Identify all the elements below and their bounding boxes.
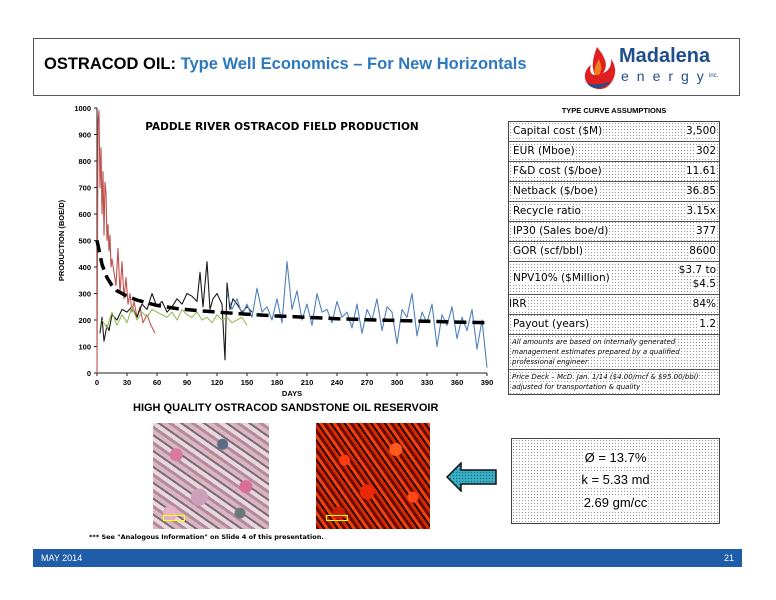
assumption-label: Recycle ratio xyxy=(513,205,581,217)
assumption-row: Netback ($/boe) 36.85 xyxy=(509,182,719,202)
y-tick-label: 600 xyxy=(78,210,91,219)
assumption-value: 3.15x xyxy=(686,205,716,217)
assumption-value: 84% xyxy=(692,298,716,310)
slide-subtitle: Type Well Economics – For New Horizontal… xyxy=(180,55,527,73)
y-tick-label: 700 xyxy=(78,184,91,193)
assumption-note: All amounts are based on internally gene… xyxy=(509,335,719,370)
type-curve-line xyxy=(95,240,488,325)
x-tick-label: 330 xyxy=(421,378,434,387)
x-tick-label: 120 xyxy=(211,378,224,387)
assumption-label: Payout (years) xyxy=(513,318,590,330)
production-series-0 xyxy=(96,110,156,374)
y-tick-label: 800 xyxy=(78,157,91,166)
x-tick-label: 90 xyxy=(183,378,191,387)
x-tick-label: 240 xyxy=(331,378,344,387)
assumption-value: 302 xyxy=(695,145,716,157)
footer-bar: MAY 2014 21 xyxy=(33,549,742,567)
assumption-label: F&D cost ($/boe) xyxy=(513,165,602,177)
thin-section-photo xyxy=(153,423,269,529)
company-name: OSTRACOD OIL: xyxy=(44,55,176,73)
assumption-row: NPV10% ($Million) $3.7 to $4.5 xyxy=(509,262,719,295)
logo-inc: inc. xyxy=(709,73,719,79)
y-tick-label: 500 xyxy=(78,237,91,246)
x-tick-label: 150 xyxy=(241,378,254,387)
left-arrow-icon xyxy=(446,462,497,492)
assumption-value: 8600 xyxy=(689,245,716,257)
x-tick-label: 210 xyxy=(301,378,314,387)
assumption-row: Payout (years) 1.2 xyxy=(509,315,719,335)
assumption-label: IRR xyxy=(509,298,527,310)
assumption-row: Capital cost ($M) 3,500 xyxy=(509,122,719,142)
x-tick-label: 180 xyxy=(271,378,284,387)
y-axis-label: PRODUCTION (BOE/D) xyxy=(57,199,66,281)
production-series-2 xyxy=(101,306,248,329)
assumption-value: 1.2 xyxy=(699,318,716,330)
assumption-row: Recycle ratio 3.15x xyxy=(509,202,719,222)
x-tick-label: 30 xyxy=(123,378,131,387)
slide-title: OSTRACOD OIL: Type Well Economics – For … xyxy=(44,55,527,74)
assumption-label: EUR (Mboe) xyxy=(513,145,575,157)
assumption-value: $3.7 to xyxy=(678,264,716,276)
chart-title: PADDLE RIVER OSTRACOD FIELD PRODUCTION xyxy=(145,121,418,133)
fluorescence-photo xyxy=(316,423,430,529)
scale-bar xyxy=(163,515,185,521)
flame-icon xyxy=(584,47,616,90)
reservoir-stats: Ø = 13.7% k = 5.33 md 2.69 gm/cc xyxy=(511,438,720,524)
assumption-row: EUR (Mboe) 302 xyxy=(509,142,719,162)
assumption-row: F&D cost ($/boe) 11.61 xyxy=(509,162,719,182)
x-tick-label: 300 xyxy=(391,378,404,387)
assumption-value: 3,500 xyxy=(685,125,716,137)
assumption-label: NPV10% ($Million) xyxy=(513,272,610,284)
production-series-3 xyxy=(226,261,488,368)
assumption-label: GOR (scf/bbl) xyxy=(513,245,583,257)
assumptions-title: TYPE CURVE ASSUMPTIONS xyxy=(561,106,667,115)
assumption-value: 377 xyxy=(695,225,716,237)
production-series-1 xyxy=(99,261,253,361)
page-number: 21 xyxy=(723,553,734,563)
reservoir-title: HIGH QUALITY OSTRACOD SANDSTONE OIL RESE… xyxy=(133,402,439,414)
assumption-row: GOR (scf/bbl) 8600 xyxy=(509,242,719,262)
x-tick-label: 360 xyxy=(451,378,464,387)
x-tick-label: 390 xyxy=(481,378,494,387)
scale-bar xyxy=(326,515,348,521)
y-tick-label: 0 xyxy=(87,369,91,378)
y-tick-label: 200 xyxy=(78,316,91,325)
y-tick-label: 300 xyxy=(78,290,91,299)
madalena-logo: Madalena energy inc. xyxy=(577,43,727,93)
x-axis-label: DAYS xyxy=(282,389,302,398)
assumption-label: Capital cost ($M) xyxy=(513,125,603,137)
title-box: OSTRACOD OIL: Type Well Economics – For … xyxy=(33,38,740,96)
assumption-label: Netback ($/boe) xyxy=(513,185,598,197)
assumption-row: IRR 84% xyxy=(509,295,719,315)
assumption-value-2: $4.5 xyxy=(692,278,716,290)
assumption-row: IP30 (Sales boe/d) 377 xyxy=(509,222,719,242)
assumption-label: IP30 (Sales boe/d) xyxy=(513,225,609,237)
x-tick-label: 0 xyxy=(95,378,99,387)
footer-date: MAY 2014 xyxy=(41,553,83,563)
logo-name: Madalena xyxy=(619,45,711,67)
y-tick-label: 400 xyxy=(78,263,91,272)
y-tick-label: 100 xyxy=(78,343,91,352)
assumption-value: 36.85 xyxy=(685,185,716,197)
porosity-stat: Ø = 13.7% xyxy=(584,450,647,465)
logo-energy: energy xyxy=(621,68,712,84)
production-chart: 0 100 200 300 400 500 600 700 800 900 1000 0 30 60 90 1… xyxy=(57,104,494,398)
footnote: *** See "Analogous Information" on Slide… xyxy=(89,533,324,541)
permeability-stat: k = 5.33 md xyxy=(581,472,650,487)
price-deck-note: Price Deck – McD. Jan. 1/14 ($4.00/mcf &… xyxy=(512,373,699,391)
assumption-value: 11.61 xyxy=(685,165,716,177)
y-tick-label: 900 xyxy=(78,131,91,140)
assumptions-table: Capital cost ($M) 3,500 EUR (Mboe) 302 F&D… xyxy=(508,121,720,395)
x-tick-label: 60 xyxy=(153,378,161,387)
density-stat: 2.69 gm/cc xyxy=(583,495,648,510)
y-tick-label: 1000 xyxy=(74,104,91,113)
x-tick-label: 270 xyxy=(361,378,374,387)
